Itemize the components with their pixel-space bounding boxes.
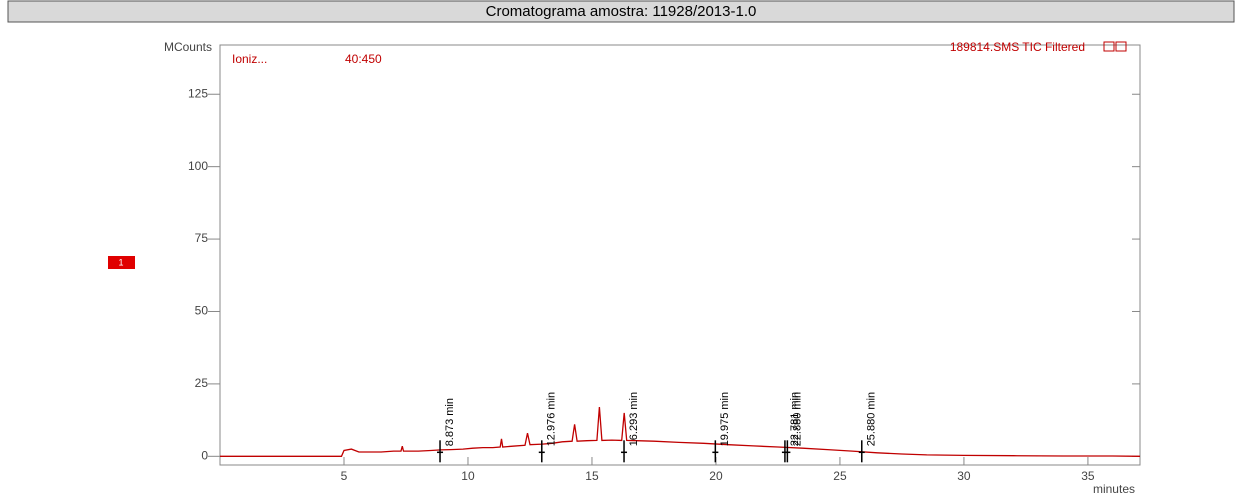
peak-label: 16.293 min xyxy=(628,392,640,446)
ionization-label: Ioniz... xyxy=(232,52,267,66)
peak-label: 19.975 min xyxy=(719,392,731,446)
x-tick-label: 25 xyxy=(833,469,847,483)
y-axis-label: MCounts xyxy=(164,40,212,54)
y-tick-label: 50 xyxy=(195,304,209,318)
x-tick-label: 35 xyxy=(1081,469,1095,483)
x-tick-label: 15 xyxy=(585,469,599,483)
y-tick-label: 25 xyxy=(195,376,209,390)
peak-label: 25.880 min xyxy=(866,392,878,446)
peak-label: 12.976 min xyxy=(546,392,558,446)
trace-name: 189814.SMS TIC Filtered xyxy=(950,40,1085,54)
close-icon xyxy=(1115,41,1127,52)
peak-label: 22.880 min xyxy=(791,392,803,446)
x-tick-label: 20 xyxy=(709,469,723,483)
x-tick-label: 5 xyxy=(341,469,348,483)
trace-line xyxy=(220,407,1141,457)
plot-frame xyxy=(219,44,1141,466)
marker-label: 1 xyxy=(118,257,123,267)
y-tick-label: 125 xyxy=(188,86,208,100)
title-bar xyxy=(7,0,1235,23)
y-tick-label: 0 xyxy=(201,448,208,462)
peak-label: 22.781 min xyxy=(789,392,801,446)
window-icon xyxy=(1103,41,1115,52)
x-axis-label: minutes xyxy=(1093,482,1135,495)
y-tick-label: 75 xyxy=(195,231,209,245)
mass-range: 40:450 xyxy=(345,52,382,66)
chart-title: Cromatograma amostra: 11928/2013-1.0 xyxy=(486,3,757,20)
peak-label: 8.873 min xyxy=(444,398,456,446)
x-tick-label: 30 xyxy=(957,469,971,483)
marker-box xyxy=(108,256,135,269)
y-tick-label: 100 xyxy=(188,159,208,173)
x-tick-label: 10 xyxy=(461,469,475,483)
